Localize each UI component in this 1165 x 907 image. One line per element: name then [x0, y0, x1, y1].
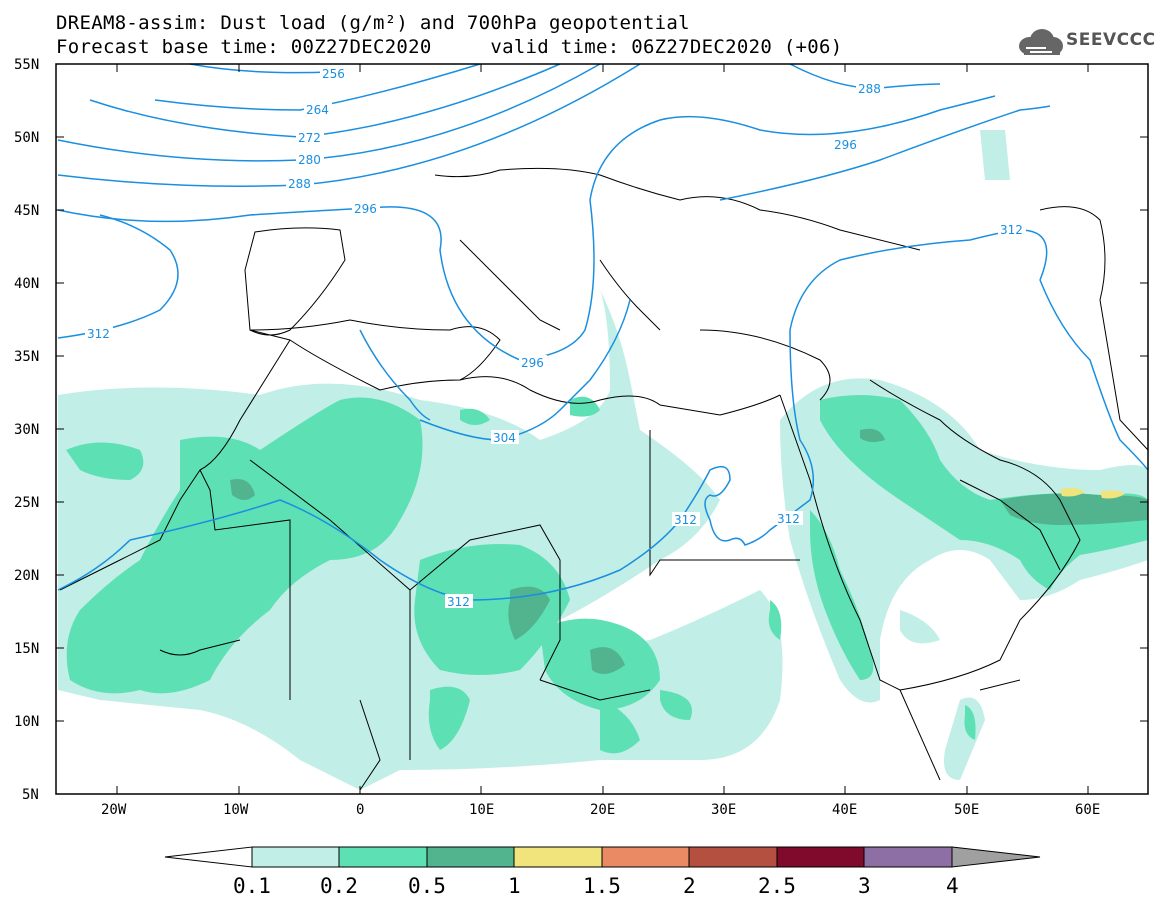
lon-label-20w: 20W [101, 802, 127, 818]
lat-label-40n: 40N [14, 276, 39, 292]
colorbar-label-0-2: 0.2 [320, 874, 358, 898]
forecast-time-subtitle: Forecast base time: 00Z27DEC2020 valid t… [56, 36, 843, 58]
contour-label-304: 304 [493, 431, 516, 445]
contour-label-296-east: 296 [834, 138, 857, 152]
colorbar-segment-9 [951, 846, 1041, 868]
lat-label-15n: 15N [14, 641, 39, 657]
seevccc-logo: SEEVCCC [1016, 26, 1156, 58]
colorbar-segment-3 [426, 846, 515, 868]
colorbar-segment-4 [513, 846, 603, 868]
contour-label-312-east: 312 [1000, 223, 1023, 237]
contour-label-296-med: 296 [521, 356, 544, 370]
map-title: DREAM8-assim: Dust load (g/m²) and 700hP… [56, 12, 690, 34]
contour-label-312-arabia: 312 [777, 512, 800, 526]
lon-label-30e: 30E [711, 802, 736, 818]
colorbar-segment-8 [863, 846, 953, 868]
contour-label-288: 288 [288, 177, 311, 191]
colorbar-segment-1 [251, 846, 340, 868]
contour-label-312-west: 312 [87, 327, 110, 341]
contour-label-288-east: 288 [858, 82, 881, 96]
dust-high-region [1060, 487, 1125, 499]
contour-label-280: 280 [298, 153, 321, 167]
lon-label-20e: 20E [590, 802, 615, 818]
lat-label-10n: 10N [14, 714, 39, 730]
colorbar-label-4: 4 [946, 874, 959, 898]
cloud-logo-icon [1019, 29, 1063, 55]
contour-labels: 256 264 272 280 288 296 312 296 304 312 … [85, 66, 1026, 609]
colorbar-label-0-5: 0.5 [408, 874, 446, 898]
contour-label-312-egypt: 312 [674, 513, 697, 527]
logo-text: SEEVCCC [1066, 30, 1156, 50]
latitude-axis: 55N 50N 45N 40N 35N 30N 25N 20N 15N 10N … [14, 57, 1148, 803]
colorbar-segment-6 [688, 846, 778, 868]
lat-label-25n: 25N [14, 495, 39, 511]
colorbar-label-1-5: 1.5 [583, 874, 621, 898]
dust-dark-region [230, 428, 1148, 674]
lon-label-0: 0 [356, 802, 364, 818]
coastlines-borders [59, 167, 1149, 791]
longitude-axis: 20W 10W 0 10E 20E 30E 40E 50E 60E [101, 64, 1100, 818]
contour-label-264: 264 [306, 103, 329, 117]
lat-label-20n: 20N [14, 568, 39, 584]
lon-label-10e: 10E [469, 802, 494, 818]
colorbar-label-2-5: 2.5 [758, 874, 796, 898]
colorbar-segment-2 [338, 846, 428, 868]
lon-label-10w: 10W [223, 802, 249, 818]
lat-label-55n: 55N [14, 57, 39, 73]
colorbar-label-3: 3 [858, 874, 871, 898]
lon-label-40e: 40E [832, 802, 857, 818]
colorbar-segment-5 [601, 846, 690, 868]
lon-label-60e: 60E [1075, 802, 1100, 818]
contour-label-256: 256 [322, 67, 345, 81]
colorbar: 0.1 0.2 0.5 1 1.5 2 2.5 3 4 [164, 846, 1041, 898]
colorbar-segment-0 [164, 846, 253, 868]
lat-label-50n: 50N [14, 130, 39, 146]
colorbar-label-0-1: 0.1 [233, 874, 271, 898]
colorbar-label-2: 2 [683, 874, 696, 898]
lat-label-45n: 45N [14, 203, 39, 219]
lat-label-30n: 30N [14, 422, 39, 438]
contour-label-296: 296 [354, 202, 377, 216]
contour-label-272: 272 [298, 131, 321, 145]
colorbar-segment-7 [776, 846, 865, 868]
colorbar-label-1: 1 [508, 874, 521, 898]
lon-label-50e: 50E [954, 802, 979, 818]
lat-label-5n: 5N [22, 787, 39, 803]
contour-label-312-sahel: 312 [447, 595, 470, 609]
lat-label-35n: 35N [14, 349, 39, 365]
